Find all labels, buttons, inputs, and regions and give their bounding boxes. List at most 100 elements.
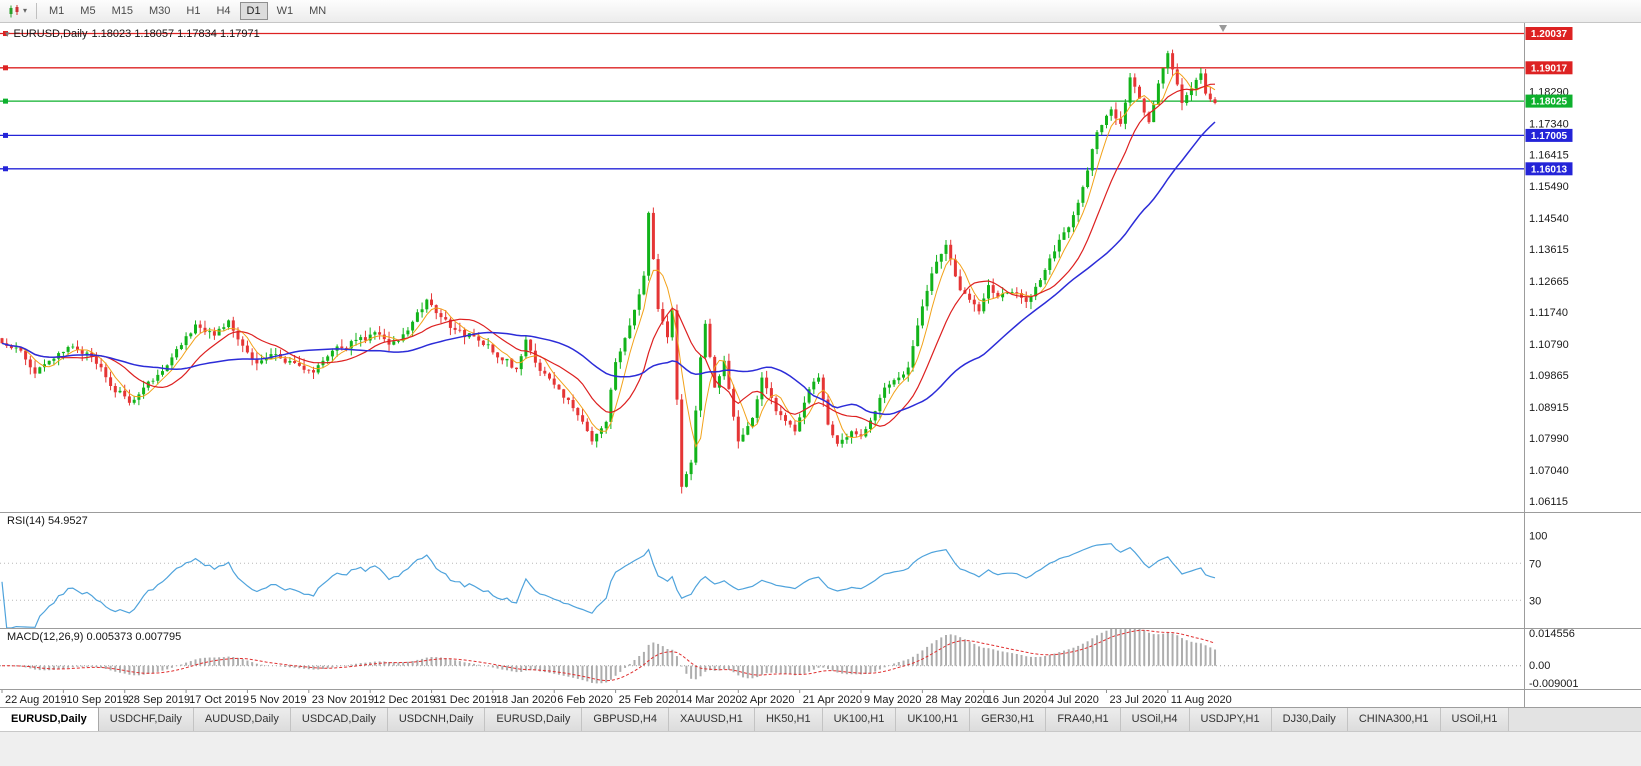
chart-tab-EURUSD-Daily-5[interactable]: EURUSD,Daily: [485, 708, 583, 731]
price-tag-1.18025: 1.18025: [1525, 94, 1573, 108]
chart-tab-AUDUSD-Daily-2[interactable]: AUDUSD,Daily: [193, 708, 291, 731]
hline-1.16013[interactable]: [0, 166, 1524, 172]
svg-text:1.15490: 1.15490: [1529, 181, 1569, 193]
svg-text:18 Jan 2020: 18 Jan 2020: [496, 694, 557, 706]
symbol-period-label: EURUSD,Daily: [13, 28, 88, 40]
ma-fast-line: [1, 71, 1216, 449]
ma-medium-line: [1, 83, 1216, 427]
chart-tab-USOil-H1-17[interactable]: USOil,H1: [1440, 708, 1510, 731]
chart-tab-USDJPY-H1-14[interactable]: USDJPY,H1: [1189, 708, 1272, 731]
timeframe-button-H4[interactable]: H4: [209, 2, 237, 20]
svg-text:1.17340: 1.17340: [1529, 119, 1569, 131]
svg-text:1.20037: 1.20037: [1531, 29, 1568, 40]
chart-tab-UK100-H1-9[interactable]: UK100,H1: [822, 708, 897, 731]
svg-text:21 Apr 2020: 21 Apr 2020: [803, 694, 862, 706]
chart-tab-GBPUSD-H4-6[interactable]: GBPUSD,H4: [582, 708, 669, 731]
timeframe-button-W1[interactable]: W1: [270, 2, 301, 20]
svg-text:28 Sep 2019: 28 Sep 2019: [128, 694, 190, 706]
timeframe-button-M15[interactable]: M15: [105, 2, 140, 20]
timeframe-toolbar: M1 M5 M15 M30 H1 H4 D1 W1 MN: [42, 1, 333, 21]
price-tag-1.19017: 1.19017: [1525, 61, 1573, 75]
svg-text:6 Feb 2020: 6 Feb 2020: [557, 694, 613, 706]
timeframe-button-MN[interactable]: MN: [302, 2, 333, 20]
timeframe-button-H1[interactable]: H1: [179, 2, 207, 20]
price-tag-1.20037: 1.20037: [1525, 27, 1573, 40]
rsi-pane[interactable]: [0, 543, 1524, 629]
chart-title: ▾ EURUSD,Daily 1.18023 1.18057 1.17834 1.1…: [5, 28, 264, 40]
svg-text:1.09865: 1.09865: [1529, 370, 1569, 382]
main-price-pane[interactable]: [0, 25, 1524, 494]
chart-tab-USOil-H4-13[interactable]: USOil,H4: [1120, 708, 1190, 731]
svg-text:25 Feb 2020: 25 Feb 2020: [619, 694, 681, 706]
timeframe-button-M5[interactable]: M5: [73, 2, 102, 20]
ma-slow-line: [1, 121, 1216, 416]
svg-text:0.014556: 0.014556: [1529, 628, 1575, 640]
svg-text:17 Oct 2019: 17 Oct 2019: [189, 694, 249, 706]
svg-text:11 Aug 2020: 11 Aug 2020: [1171, 694, 1232, 706]
chart-tab-HK50-H1-8[interactable]: HK50,H1: [754, 708, 823, 731]
hline-1.18025[interactable]: [0, 98, 1524, 104]
svg-text:1.18025: 1.18025: [1531, 97, 1568, 108]
svg-text:9 May 2020: 9 May 2020: [864, 694, 921, 706]
svg-text:1.07040: 1.07040: [1529, 465, 1569, 477]
price-tag-1.16013: 1.16013: [1525, 162, 1573, 176]
price-tag-1.17005: 1.17005: [1525, 128, 1573, 142]
timeframe-button-M30[interactable]: M30: [142, 2, 177, 20]
chart-tab-XAUUSD-H1-7[interactable]: XAUUSD,H1: [668, 708, 755, 731]
svg-text:22 Aug 2019: 22 Aug 2019: [5, 694, 67, 706]
svg-text:14 Mar 2020: 14 Mar 2020: [680, 694, 742, 706]
svg-text:1.17005: 1.17005: [1531, 131, 1568, 142]
macd-histogram: [5, 628, 1217, 684]
ohlc-values: 1.18023 1.18057 1.17834 1.17971: [91, 28, 260, 40]
macd-signal-line: [2, 629, 1216, 682]
svg-text:31 Dec 2019: 31 Dec 2019: [435, 694, 497, 706]
hline-1.17005[interactable]: [0, 132, 1524, 138]
svg-text:1.08915: 1.08915: [1529, 402, 1569, 414]
svg-text:23 Nov 2019: 23 Nov 2019: [312, 694, 374, 706]
chart-tab-DJ30-Daily-15[interactable]: DJ30,Daily: [1271, 708, 1348, 731]
chart-tab-GER30-H1-11[interactable]: GER30,H1: [970, 708, 1047, 731]
status-bar: [0, 731, 1641, 766]
chart-shift-marker-icon: [1219, 25, 1228, 32]
timeframe-button-D1[interactable]: D1: [239, 1, 268, 21]
svg-text:1.19017: 1.19017: [1531, 63, 1568, 74]
macd-pane[interactable]: [0, 628, 1524, 684]
svg-text:0.00: 0.00: [1529, 660, 1550, 672]
svg-text:1.06115: 1.06115: [1529, 496, 1568, 508]
svg-text:1.11740: 1.11740: [1529, 307, 1568, 319]
chart-tab-USDCHF-Daily-1[interactable]: USDCHF,Daily: [98, 708, 194, 731]
svg-text:1.12665: 1.12665: [1529, 276, 1569, 288]
svg-text:1.16013: 1.16013: [1531, 164, 1568, 175]
svg-text:1.13615: 1.13615: [1529, 244, 1569, 256]
chart-tab-FRA40-H1-12[interactable]: FRA40,H1: [1046, 708, 1121, 731]
svg-text:70: 70: [1529, 558, 1541, 570]
rsi-line: [1, 543, 1216, 629]
svg-text:28 May 2020: 28 May 2020: [925, 694, 989, 706]
chart-type-button[interactable]: ▾: [3, 2, 31, 21]
svg-text:16 Jun 2020: 16 Jun 2020: [987, 694, 1048, 706]
svg-text:1.07990: 1.07990: [1529, 433, 1569, 445]
chart-tab-CHINA300-H1-16[interactable]: CHINA300,H1: [1347, 708, 1441, 731]
price-axis[interactable]: 1.182901.173401.164151.154901.145401.136…: [1525, 27, 1579, 690]
svg-text:5 Nov 2019: 5 Nov 2019: [250, 694, 306, 706]
toolbar: ▾ M1 M5 M15 M30 H1 H4 D1 W1 MN: [0, 0, 1641, 23]
hline-1.20037[interactable]: [0, 31, 1524, 37]
dropdown-caret-icon: ▾: [23, 6, 28, 15]
svg-text:12 Dec 2019: 12 Dec 2019: [373, 694, 435, 706]
one-click-trading-arrow[interactable]: ▾: [5, 29, 10, 39]
chart-tab-EURUSD-Daily-0[interactable]: EURUSD,Daily: [0, 708, 99, 731]
chart-area[interactable]: 1.18290 1.17340 1.16415 1.15490 1.14540 1.136…: [0, 23, 1641, 707]
chart-tab-UK100-H1-10[interactable]: UK100,H1: [896, 708, 971, 731]
svg-text:1.10790: 1.10790: [1529, 339, 1569, 351]
chart-tab-USDCAD-Daily-3[interactable]: USDCAD,Daily: [290, 708, 388, 731]
svg-text:1.16415: 1.16415: [1529, 150, 1569, 162]
hline-1.19017[interactable]: [0, 65, 1524, 71]
chart-canvas[interactable]: 1.182901.173401.164151.154901.145401.136…: [0, 23, 1641, 707]
chart-tab-USDCNH-Daily-4[interactable]: USDCNH,Daily: [387, 708, 486, 731]
candlestick-chart-icon: [9, 4, 19, 17]
chart-tabs-bar: EURUSD,Daily USDCHF,Daily AUDUSD,Daily USDC…: [0, 707, 1641, 731]
svg-text:-0.009001: -0.009001: [1529, 678, 1579, 690]
timeframe-button-M1[interactable]: M1: [42, 2, 71, 20]
